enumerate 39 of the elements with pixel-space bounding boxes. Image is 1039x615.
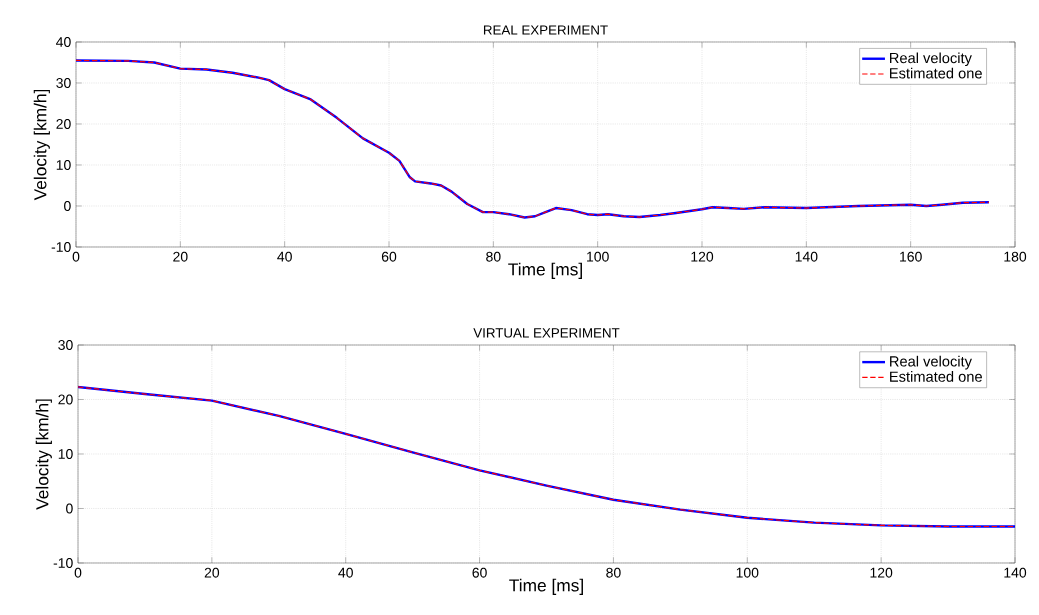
y-tick-label: 40 xyxy=(56,37,71,47)
x-tick-label: 20 xyxy=(173,251,188,262)
x-tick-label: 40 xyxy=(277,251,292,262)
y-tick-label: 0 xyxy=(66,503,73,514)
y-tick-label: 30 xyxy=(58,340,73,350)
x-tick-label: 120 xyxy=(870,567,893,578)
y-tick-label: 20 xyxy=(56,119,71,129)
y-tick-label: -10 xyxy=(53,558,73,568)
x-tick-label: 140 xyxy=(1004,567,1027,578)
y-tick-label: 20 xyxy=(58,394,73,405)
x-tick-label: 120 xyxy=(691,251,714,262)
x-tick-label: 40 xyxy=(338,567,353,578)
y-tick-label: 30 xyxy=(56,78,71,88)
x-tick-label: 160 xyxy=(900,251,922,262)
y-tick-label: -10 xyxy=(51,242,71,252)
x-tick-label: 140 xyxy=(795,251,818,262)
x-tick-label: 80 xyxy=(606,567,621,578)
y-tick-label: 10 xyxy=(58,449,73,459)
legend-label: Estimated one xyxy=(890,371,982,382)
legend-label: Real velocity xyxy=(890,355,972,370)
x-tick-label: 0 xyxy=(72,251,80,262)
x-axis-title: Time [ms] xyxy=(508,262,582,279)
chart-title: VIRTUAL EXPERIMENT xyxy=(473,328,620,338)
legend-label: Estimated one xyxy=(890,67,982,79)
y-axis-title: Velocity [km/h] xyxy=(35,399,52,510)
x-tick-label: 0 xyxy=(74,567,82,578)
y-axis-title: Velocity [km/h] xyxy=(33,89,50,201)
x-tick-label: 100 xyxy=(587,251,609,262)
x-axis-title: Time [ms] xyxy=(509,578,583,595)
x-tick-label: 80 xyxy=(486,251,501,262)
y-tick-label: 10 xyxy=(56,160,71,170)
x-tick-label: 180 xyxy=(1004,251,1027,262)
x-tick-label: 100 xyxy=(736,567,759,578)
x-tick-label: 60 xyxy=(472,567,487,578)
x-tick-label: 60 xyxy=(381,251,397,262)
legend-label: Real velocity xyxy=(890,52,972,67)
chart-title: REAL EXPERIMENT xyxy=(483,25,608,35)
x-tick-label: 20 xyxy=(204,567,220,578)
y-tick-label: 0 xyxy=(64,201,71,211)
